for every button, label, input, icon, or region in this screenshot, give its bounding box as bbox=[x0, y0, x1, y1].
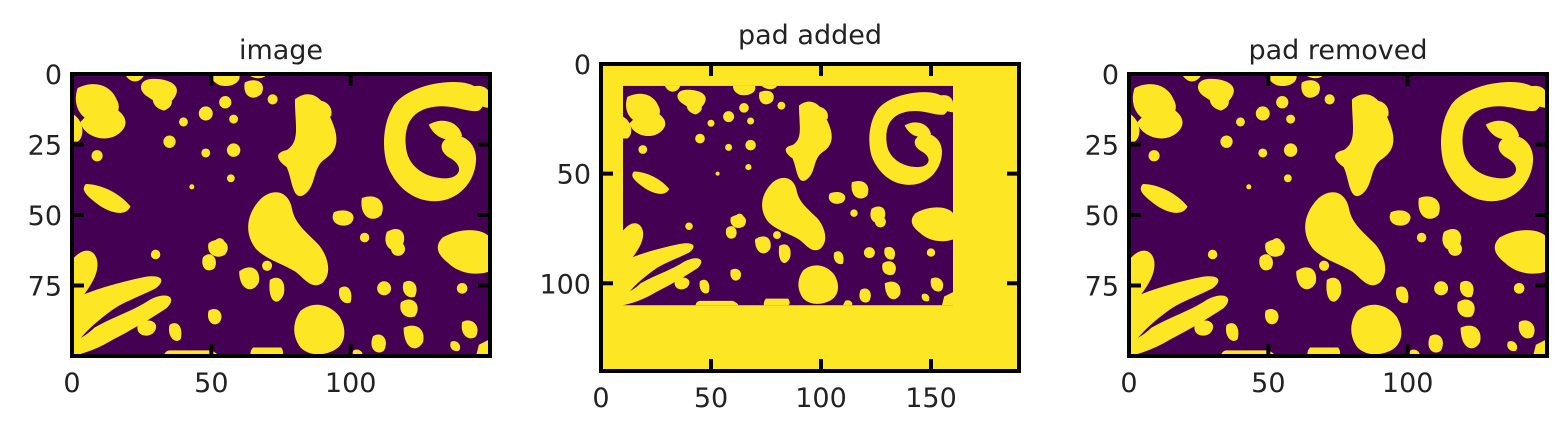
heatmap-image bbox=[72, 74, 490, 356]
axes-frame bbox=[599, 62, 1021, 373]
y-tick-label: 100 bbox=[539, 269, 591, 300]
y-tick-label: 0 bbox=[574, 50, 591, 81]
y-tick-label: 75 bbox=[1085, 272, 1119, 303]
x-tick-label: 0 bbox=[592, 383, 609, 414]
x-tick-label: 0 bbox=[1120, 368, 1137, 399]
tick-marks bbox=[1127, 72, 1547, 356]
x-tick-label: 0 bbox=[63, 368, 80, 399]
x-tick-label: 100 bbox=[1382, 368, 1434, 399]
tick-marks bbox=[70, 72, 490, 356]
x-tick-label: 100 bbox=[325, 368, 377, 399]
y-tick-label: 0 bbox=[1102, 60, 1119, 91]
x-tick-label: 50 bbox=[194, 368, 228, 399]
panel-title: pad added bbox=[738, 20, 882, 51]
y-tick-label: 75 bbox=[28, 272, 62, 303]
x-tick-label: 50 bbox=[694, 383, 728, 414]
panel-image: image 0 50 100 0 25 50 75 bbox=[28, 35, 492, 399]
x-tick-label: 150 bbox=[905, 383, 957, 414]
tick-marks bbox=[599, 62, 1019, 371]
y-tick-label: 50 bbox=[1085, 201, 1119, 232]
y-tick-label: 25 bbox=[28, 131, 62, 162]
x-tick-label: 50 bbox=[1251, 368, 1285, 399]
panel-pad-added: pad added 0 50 100 150 0 50 100 bbox=[539, 20, 1021, 414]
heatmap-pad-removed bbox=[1129, 74, 1547, 356]
x-tick-label: 100 bbox=[795, 383, 847, 414]
y-tick-label: 50 bbox=[557, 160, 591, 191]
y-tick-label: 50 bbox=[28, 201, 62, 232]
panel-pad-removed: pad removed 0 50 100 0 25 50 75 bbox=[1085, 35, 1549, 399]
y-tick-label: 25 bbox=[1085, 131, 1119, 162]
panel-title: pad removed bbox=[1248, 35, 1427, 66]
heatmap-pad-added bbox=[601, 64, 1019, 371]
panel-title: image bbox=[239, 35, 323, 66]
y-tick-label: 0 bbox=[45, 60, 62, 91]
